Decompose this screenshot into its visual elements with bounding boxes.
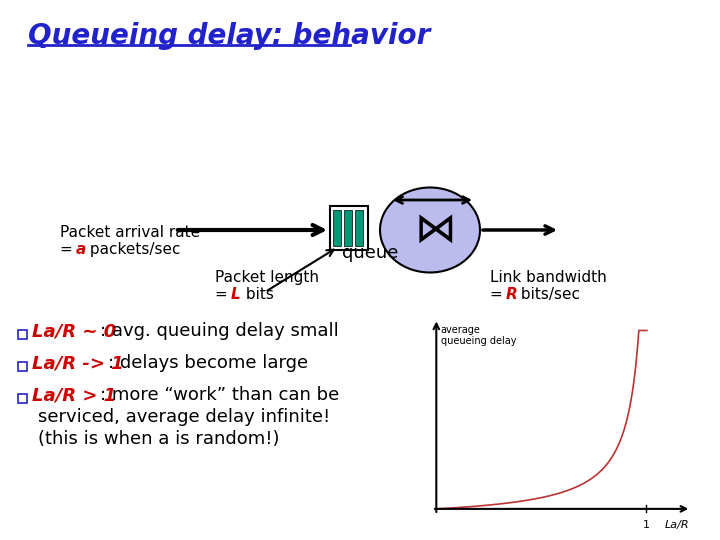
Text: La/R: La/R [665,519,689,530]
Text: bits/sec: bits/sec [516,287,580,302]
Text: La/R ~ 0: La/R ~ 0 [32,322,116,340]
Bar [18,362,27,371]
Text: : more “work” than can be: : more “work” than can be [100,386,339,404]
Bar [333,210,341,246]
Text: La/R > 1: La/R > 1 [32,386,116,404]
Text: =: = [60,242,78,257]
Text: a: a [76,242,86,257]
Text: (this is when a is random!): (this is when a is random!) [38,430,279,448]
Bar [18,394,27,403]
Text: serviced, average delay infinite!: serviced, average delay infinite! [38,408,330,426]
Text: 1: 1 [642,519,649,530]
Text: Packet arrival rate: Packet arrival rate [60,225,200,240]
Bar [18,330,27,339]
Text: packets/sec: packets/sec [85,242,181,257]
Text: : delays become large: : delays become large [109,354,309,372]
Text: La/R -> 1: La/R -> 1 [32,354,124,372]
Text: : avg. queuing delay small: : avg. queuing delay small [100,322,338,340]
Text: $\bowtie$: $\bowtie$ [406,209,454,251]
Text: Queueing delay: behavior: Queueing delay: behavior [28,22,431,50]
Text: Link bandwidth: Link bandwidth [490,270,607,285]
Text: R: R [506,287,518,302]
Text: bits: bits [241,287,274,302]
Text: L: L [231,287,240,302]
Text: Packet length: Packet length [215,270,319,285]
Text: queue: queue [342,244,398,262]
Bar [355,210,363,246]
Bar [344,210,352,246]
Ellipse shape [380,187,480,273]
Text: average
queueing delay: average queueing delay [441,325,516,346]
Text: =: = [490,287,508,302]
Text: =: = [215,287,233,302]
Bar [330,206,368,250]
